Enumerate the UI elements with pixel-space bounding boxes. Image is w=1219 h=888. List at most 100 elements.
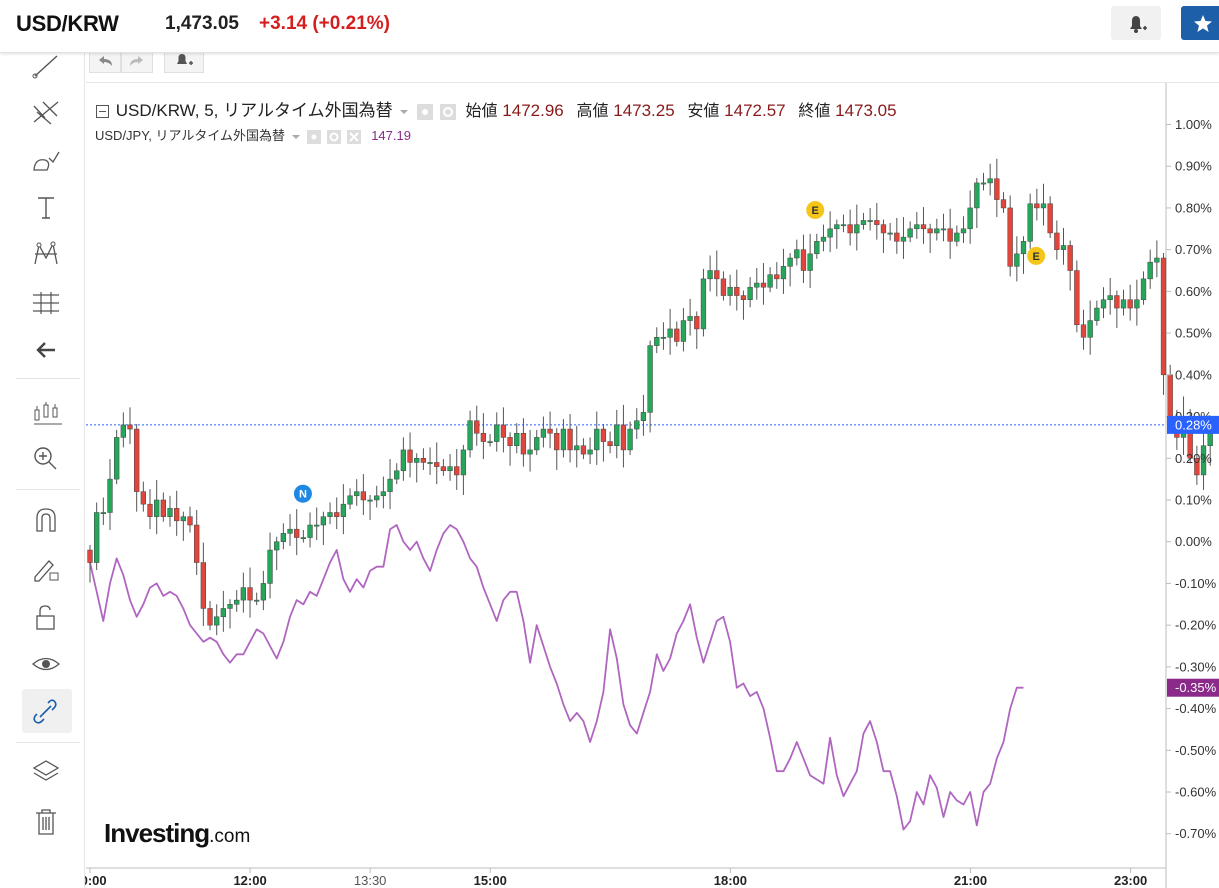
candle (554, 428, 560, 470)
main-series-title: USD/KRW, 5, リアルタイム外国為替 (115, 101, 393, 120)
candle (894, 217, 900, 254)
dropdown-icon[interactable] (397, 106, 411, 118)
candle (460, 444, 467, 495)
dropdown-icon[interactable] (289, 131, 303, 143)
add-alert-button[interactable] (1111, 6, 1161, 40)
candle (174, 490, 180, 536)
candle (574, 425, 580, 468)
fib-tool[interactable] (22, 283, 72, 323)
candle (760, 263, 767, 305)
candle (494, 412, 500, 452)
collapse-icon[interactable] (95, 104, 111, 120)
candle (947, 208, 953, 259)
chart-type-tool[interactable] (22, 394, 72, 434)
eye-icon[interactable] (416, 103, 434, 121)
zoom-tool[interactable] (22, 438, 72, 478)
change-value: +3.14 (259, 13, 308, 34)
lock-drawing-tool[interactable] (22, 549, 72, 589)
delete-tool[interactable] (22, 802, 72, 842)
unlock-icon (36, 605, 55, 630)
candle (1040, 183, 1047, 226)
layers-tool[interactable] (22, 752, 72, 792)
pattern-tool[interactable] (22, 234, 72, 274)
brush-tool[interactable] (22, 140, 72, 180)
candle (427, 447, 433, 475)
candle (127, 407, 133, 445)
candle (1087, 300, 1093, 355)
eye-icon (31, 657, 61, 671)
candle (627, 421, 633, 455)
candle (1080, 309, 1087, 350)
fib-icon (33, 292, 59, 314)
candle (1014, 236, 1020, 282)
candle (207, 600, 213, 631)
candle (107, 459, 113, 531)
candle (387, 459, 393, 510)
candle (587, 437, 593, 465)
candle (240, 572, 247, 613)
x-tick-label: 18:00 (714, 873, 747, 888)
candle (267, 532, 273, 599)
event-marker[interactable]: N (293, 484, 312, 503)
close-icon[interactable] (346, 129, 362, 145)
candle (927, 223, 933, 253)
undo-icon (99, 56, 112, 66)
event-marker[interactable]: E (1027, 246, 1046, 265)
link-tool[interactable] (22, 689, 72, 733)
candle (1107, 278, 1113, 315)
candle (227, 599, 233, 629)
candle (734, 269, 740, 311)
layers-icon (32, 760, 60, 781)
text-tool[interactable] (22, 187, 72, 227)
close-label: 終値 (798, 103, 831, 120)
last-price: 1,473.05 (165, 13, 239, 34)
candle (814, 233, 820, 259)
pitchfork-tool[interactable] (22, 92, 72, 132)
x-tick-label: 13:30 (354, 873, 387, 888)
undo-button[interactable] (89, 52, 121, 73)
candle (440, 459, 447, 476)
candle (847, 209, 853, 246)
candle (247, 567, 253, 618)
candle (534, 429, 540, 455)
x-tick-label: 12:00 (233, 873, 266, 888)
candle (540, 416, 547, 448)
event-markers[interactable]: N E E (293, 201, 1046, 503)
redo-button[interactable] (121, 52, 153, 73)
candle (194, 509, 200, 576)
candle (1140, 271, 1147, 305)
change-percent: (+0.21%) (312, 13, 390, 34)
event-marker[interactable]: E (806, 201, 825, 220)
unlock-tool[interactable] (22, 598, 72, 638)
gear-icon[interactable] (439, 103, 457, 121)
candle (520, 418, 527, 467)
candle (154, 479, 160, 535)
candle (727, 274, 733, 306)
candle (980, 172, 987, 191)
candle (274, 536, 280, 571)
candle (827, 211, 833, 253)
usd-krw-candles (87, 158, 1213, 636)
magnet-tool[interactable] (22, 500, 72, 540)
trend-line-tool[interactable] (22, 46, 72, 86)
watchlist-button[interactable] (1181, 6, 1219, 40)
candle (374, 485, 380, 508)
y-tick-label: -0.40% (1175, 701, 1217, 716)
back-tool[interactable] (22, 330, 72, 370)
candle (887, 222, 893, 241)
x-axis: 10:00 12:00 13:30 15:00 18:00 21:00 23:00 (73, 868, 1147, 888)
drawing-toolbar (0, 52, 85, 888)
add-alert-toolbar-button[interactable] (164, 52, 204, 73)
candle (94, 502, 100, 571)
gear-icon[interactable] (326, 129, 342, 145)
candle (347, 488, 353, 510)
visibility-tool[interactable] (22, 645, 72, 685)
main-series-legend: USD/KRW, 5, リアルタイム外国為替 始値 1472.96 高値 147… (95, 96, 897, 121)
x-tick-label: 15:00 (474, 873, 507, 888)
candle (147, 489, 153, 530)
compare-value: 147.19 (371, 128, 411, 143)
eye-icon[interactable] (306, 129, 322, 145)
y-tick-label: -0.20% (1175, 618, 1217, 633)
candle (687, 298, 693, 336)
